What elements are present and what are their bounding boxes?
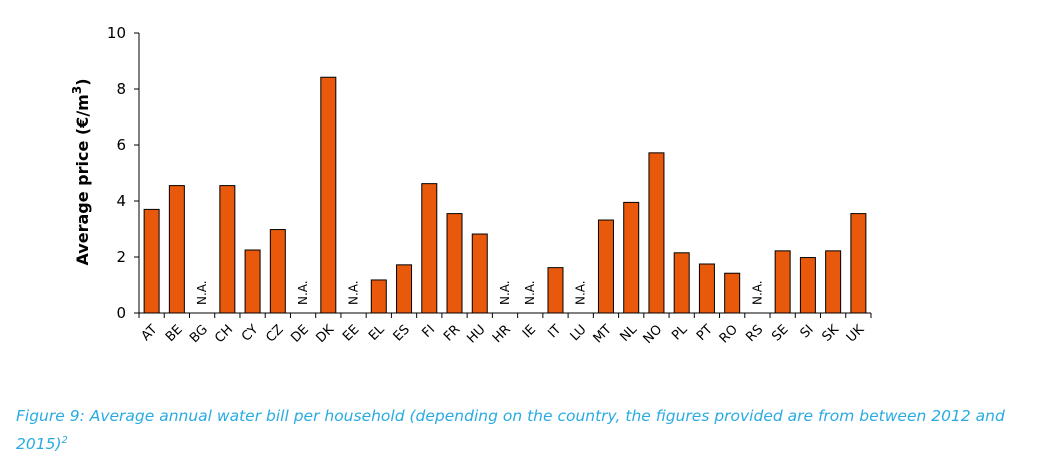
bar-at	[143, 208, 160, 314]
x-category-label: UK	[844, 322, 868, 346]
bar-mt	[597, 219, 614, 314]
x-category-label: IT	[545, 322, 564, 341]
y-tick-label: 2	[116, 248, 126, 266]
x-category-label: DK	[313, 322, 337, 346]
x-category-label: NL	[617, 322, 640, 345]
x-category-label: HR	[490, 322, 514, 346]
bar-nl	[623, 201, 640, 314]
bar-el	[370, 279, 387, 314]
figure-caption-text: Figure 9: Average annual water bill per …	[16, 407, 1005, 453]
bar-fr	[446, 213, 463, 314]
y-tick-label: 6	[116, 136, 126, 154]
x-category-label: PT	[694, 322, 716, 344]
axes: 0 2 4 6 8 10	[107, 24, 872, 322]
bar-si	[799, 257, 816, 314]
na-label: N.A.	[347, 280, 361, 305]
x-category-label: RS	[743, 322, 766, 345]
y-axis-title: Average price (€/m3)	[70, 78, 92, 265]
y-tick-label: 8	[116, 80, 126, 98]
na-label: N.A.	[195, 280, 209, 305]
x-category-label: SI	[798, 322, 817, 341]
footnote-marker: 2	[61, 434, 68, 446]
x-category-label: NO	[641, 322, 666, 347]
bar-it	[547, 267, 564, 314]
x-category-label: IE	[520, 322, 539, 341]
x-category-label: PL	[669, 322, 691, 344]
x-category-label: LU	[568, 322, 590, 344]
x-category-label: CZ	[263, 322, 286, 345]
bar-sk	[825, 250, 842, 314]
x-category-label: FR	[441, 322, 463, 344]
x-category-label: HU	[464, 322, 488, 346]
x-category-label: ES	[391, 322, 413, 344]
x-category-label: RO	[717, 322, 741, 346]
y-tick-label: 0	[116, 304, 126, 322]
bar-ch	[219, 185, 236, 314]
y-axis-title-superscript: 3	[70, 86, 84, 94]
bar-dk	[320, 76, 337, 314]
x-category-label: SK	[819, 322, 842, 345]
bar-cy	[244, 249, 261, 314]
x-category-label: DE	[288, 322, 312, 346]
x-category-label: AT	[139, 322, 161, 344]
na-label: N.A.	[523, 280, 537, 305]
chart-container: Average price (€/m3) 0 2 4 6 8 10 N.A. N.A. N.A…	[70, 24, 872, 347]
na-label: N.A.	[498, 280, 512, 305]
na-label: N.A.	[574, 280, 588, 305]
bars: N.A. N.A. N.A. N.A. N.A. N.A. N.A.	[143, 76, 867, 314]
y-axis-title-suffix: )	[73, 78, 92, 85]
x-category-label: BE	[163, 322, 186, 345]
y-tick-label: 10	[107, 24, 126, 42]
bar-be	[168, 185, 185, 314]
bar-se	[774, 250, 791, 314]
x-category-label: MT	[591, 322, 615, 346]
bar-pt	[698, 263, 715, 314]
bar-ro	[724, 272, 741, 314]
na-label: N.A.	[296, 280, 310, 305]
x-category-label: EL	[366, 322, 388, 344]
x-category-label: BG	[187, 322, 211, 346]
bar-no	[648, 152, 665, 314]
x-category-label: SE	[769, 322, 791, 344]
x-category-label: CY	[239, 322, 262, 345]
x-axis-labels: AT BE BG CH CY CZ DE DK EE EL ES FI FR HU HR IE IT LU MT NL…	[139, 322, 868, 347]
y-tick-label: 4	[116, 192, 126, 210]
figure-caption: Figure 9: Average annual water bill per …	[16, 402, 1036, 458]
bar-cz	[269, 229, 286, 314]
svg-text:Average price (€/m3): Average price (€/m3)	[70, 78, 92, 265]
x-category-label: EE	[340, 322, 362, 344]
bar-hu	[471, 233, 488, 314]
bar-fi	[421, 183, 438, 314]
bar-uk	[850, 213, 867, 314]
bar-es	[396, 264, 413, 314]
y-axis-title-text: Average price (€/m	[73, 94, 92, 265]
na-label: N.A.	[750, 280, 764, 305]
bar-pl	[673, 252, 690, 314]
x-category-label: CH	[212, 322, 236, 346]
x-category-label: FI	[419, 322, 438, 341]
